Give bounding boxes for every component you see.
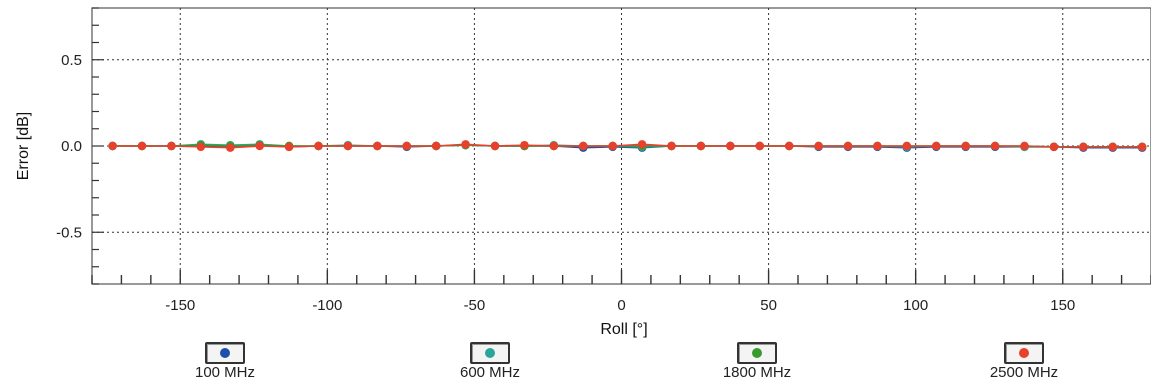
legend-label: 1800 MHz	[722, 364, 792, 381]
legend-marker	[1004, 342, 1044, 364]
data-point-3	[461, 140, 470, 149]
data-point-3	[431, 141, 441, 151]
legend-item: 100 MHz	[170, 340, 280, 384]
data-point-3	[314, 141, 323, 151]
data-point-3	[637, 140, 647, 149]
data-point-3	[490, 141, 500, 151]
x-tick-labels: -150 -100 -50 0 50 100 150	[165, 297, 1075, 314]
data-point-3	[579, 141, 588, 151]
data-point-3	[137, 141, 147, 151]
data-point-3	[549, 141, 559, 151]
series-line-3	[112, 143, 1143, 149]
x-tick-label: 0	[617, 297, 625, 314]
data-point-3	[696, 141, 706, 151]
x-axis-title: Roll [°]	[600, 321, 647, 338]
legend-item: 2500 MHz	[969, 340, 1079, 384]
legend-marker	[737, 342, 777, 364]
data-point-3	[932, 141, 941, 151]
legend-marker	[470, 342, 510, 364]
series-layer	[108, 140, 1147, 152]
data-point-3	[284, 142, 294, 152]
x-tick-label: 100	[903, 297, 928, 314]
x-tick-label: -100	[312, 297, 342, 314]
data-point-3	[961, 141, 970, 151]
legend-label: 2500 MHz	[989, 364, 1059, 381]
legend-dot	[485, 348, 495, 358]
data-point-3	[755, 141, 764, 151]
data-point-3	[167, 141, 176, 151]
data-point-3	[1049, 142, 1059, 152]
data-point-3	[1137, 142, 1147, 152]
legend-label: 100 MHz	[194, 364, 256, 381]
data-point-3	[255, 141, 264, 151]
data-point-3	[402, 141, 411, 151]
legend-item: 600 MHz	[435, 340, 545, 384]
legend-marker	[205, 342, 245, 364]
legend-dot	[752, 348, 762, 358]
data-point-3	[873, 141, 882, 151]
data-point-3	[1108, 142, 1117, 152]
y-axis-title: Error [dB]	[15, 112, 32, 180]
data-point-3	[843, 141, 853, 151]
data-point-3	[520, 140, 529, 150]
legend-dot	[220, 348, 230, 358]
data-point-3	[343, 141, 353, 151]
data-point-3	[726, 141, 735, 151]
legend-item: 1800 MHz	[702, 340, 812, 384]
x-tick-label: 150	[1050, 297, 1075, 314]
data-point-3	[667, 141, 676, 151]
y-tick-label: 0.5	[61, 52, 82, 69]
data-point-3	[814, 141, 823, 151]
data-point-3	[1079, 142, 1088, 152]
x-tick-label: 50	[760, 297, 777, 314]
y-tick-label: 0.0	[61, 138, 82, 155]
y-tick-labels: 0.5 0.0 -0.5	[56, 52, 82, 242]
y-tick-label: -0.5	[56, 224, 82, 241]
x-tick-label: -150	[165, 297, 195, 314]
data-point-3	[990, 141, 1000, 151]
data-point-3	[196, 142, 206, 152]
data-point-3	[608, 141, 617, 151]
legend-dot	[1019, 348, 1029, 358]
axis-ticks	[91, 7, 1151, 285]
data-point-3	[784, 141, 794, 151]
data-point-3	[108, 141, 117, 151]
legend-label: 600 MHz	[459, 364, 521, 381]
data-point-3	[1020, 141, 1029, 151]
x-tick-label: -50	[464, 297, 486, 314]
data-point-3	[373, 141, 382, 151]
data-point-3	[226, 143, 235, 152]
data-point-3	[902, 141, 912, 151]
